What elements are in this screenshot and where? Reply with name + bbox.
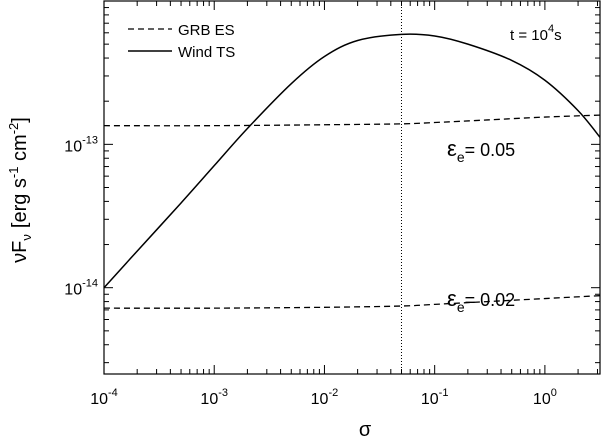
y-tick-label: 10-14 [64,278,98,299]
grb-es-curve-2 [104,295,600,309]
x-tick-label: 10-4 [90,387,118,408]
epsilon-005-annotation: εe= 0.05 [447,136,515,165]
wind-ts-curve [104,33,600,289]
x-axis-label: σ [359,419,372,441]
series-layer [104,33,600,309]
x-tick-label: 10-3 [200,387,228,408]
tick-labels: 10-4 10-3 10-2 10-1 100 10-14 10-13 [64,134,557,408]
time-annotation: t = 104s [510,23,562,44]
epsilon-002-annotation: εe= 0.02 [447,286,515,315]
x-tick-label: 100 [533,387,557,408]
y-axis-label: νFν[erg s-1 cm-2] [6,117,34,263]
x-tick-label: 10-2 [311,387,339,408]
legend-label-wind-ts: Wind TS [178,44,235,61]
x-tick-label: 10-1 [421,387,449,408]
major-ticks [103,0,600,374]
y-tick-label: 10-13 [64,134,98,155]
legend: GRB ES Wind TS [128,22,235,61]
minor-ticks [104,1,600,374]
grb-es-curve-1 [104,114,600,127]
legend-label-grb-es: GRB ES [178,22,235,39]
plot-frame [103,0,601,375]
